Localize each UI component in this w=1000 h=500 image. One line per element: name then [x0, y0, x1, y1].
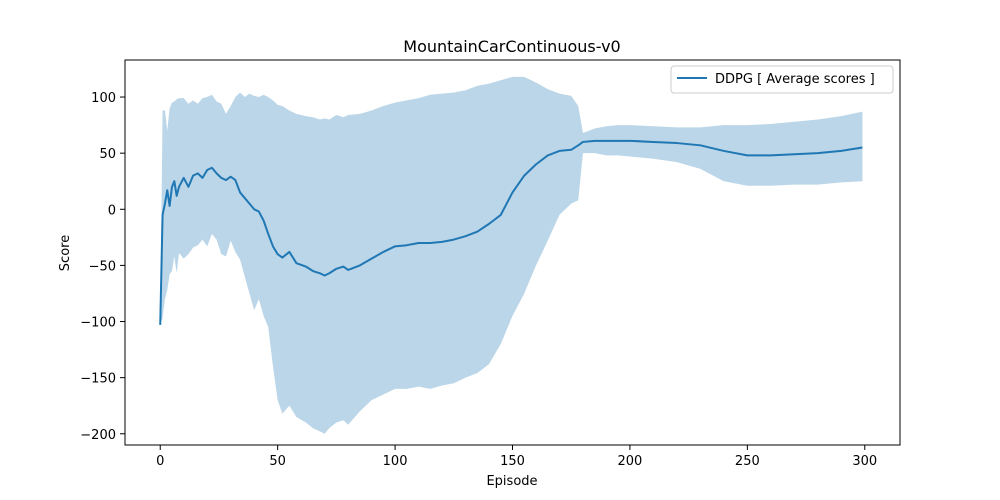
score-range-band	[160, 76, 863, 434]
y-axis-label: Score	[58, 235, 73, 271]
y-tick-label: −50	[89, 259, 116, 274]
series-line-layer	[159, 139, 863, 325]
legend: DDPG [ Average scores ]	[670, 65, 894, 94]
x-tick-label: 150	[500, 454, 525, 469]
y-tick-label: 0	[108, 203, 116, 218]
y-tick-label: −100	[80, 316, 116, 331]
average-score-line	[159, 139, 863, 325]
legend-frame	[670, 65, 894, 94]
y-tick-layer: −200 −150 −100 −50 0 50 100	[80, 91, 125, 443]
y-tick-label: −150	[80, 372, 116, 387]
y-tick-label: −200	[80, 428, 116, 443]
x-tick-label: 0	[156, 454, 164, 469]
x-tick-label: 50	[269, 454, 286, 469]
x-axis-label: Episode	[486, 474, 537, 489]
x-tick-layer: 0 50 100 150 200 250 300	[156, 445, 877, 469]
confidence-band-layer	[160, 76, 863, 434]
legend-label: DDPG [ Average scores ]	[715, 72, 875, 87]
x-tick-label: 300	[852, 454, 877, 469]
y-tick-label: 50	[99, 147, 116, 162]
y-tick-label: 100	[91, 91, 116, 106]
chart-title: MountainCarContinuous-v0	[403, 37, 620, 56]
x-tick-label: 100	[383, 454, 408, 469]
x-tick-label: 200	[618, 454, 643, 469]
x-tick-label: 250	[735, 454, 760, 469]
